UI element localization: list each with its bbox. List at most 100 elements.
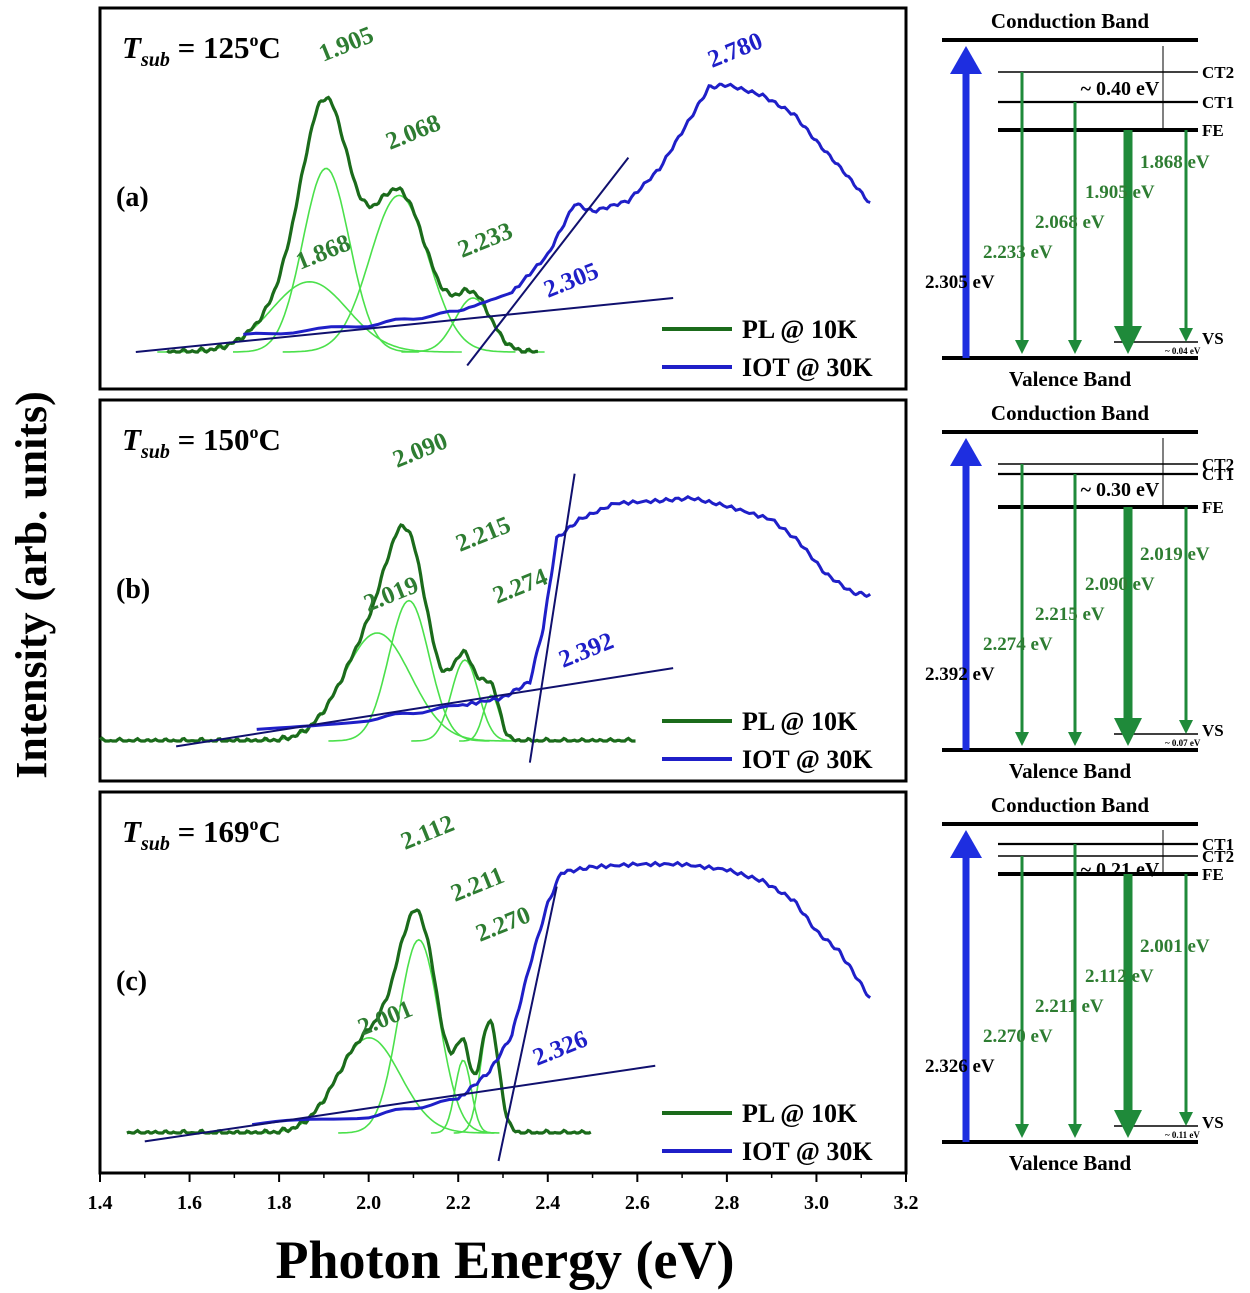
- gap-energy-label: ~ 0.40 eV: [1081, 78, 1160, 100]
- valence-band-label: Valence Band: [1009, 759, 1132, 783]
- substrate-temperature-label: Tsub = 150oC: [122, 422, 281, 463]
- transition-arrow-head-4: [1179, 1112, 1193, 1126]
- legend-iot-label: IOT @ 30K: [742, 745, 873, 774]
- y-axis-label: Intensity (arb. units): [7, 391, 56, 779]
- tsub-deg: o: [250, 814, 259, 834]
- panel-c: Tsub = 169oC(c)2.0012.1122.2112.2702.326…: [98, 790, 908, 1175]
- tsub-eq: = 125: [170, 30, 250, 65]
- gap-energy-label: ~ 0.30 eV: [1081, 479, 1160, 501]
- pl-component-2.068: [282, 194, 516, 353]
- ct2-label: CT2: [1202, 455, 1234, 474]
- valence-band-label: Valence Band: [1009, 1151, 1132, 1175]
- pl-component-2.112: [338, 938, 500, 1134]
- tsub-deg: o: [250, 422, 259, 442]
- pl-component-1.905: [233, 167, 419, 353]
- fe-label: FE: [1202, 865, 1224, 884]
- vs-label: VS: [1202, 1113, 1224, 1132]
- transition-label-1: 2.274 eV: [983, 634, 1053, 655]
- tsub-unit: C: [259, 814, 281, 849]
- transition-label-1: 2.233 eV: [983, 242, 1053, 263]
- fe-label: FE: [1202, 121, 1224, 140]
- tsub-sub: sub: [140, 49, 170, 71]
- pl-component-2.215: [411, 659, 519, 742]
- x-axis-label: Photon Energy (eV): [276, 1230, 735, 1290]
- iot-intercept-label: 2.326: [529, 1025, 591, 1071]
- iot-spectrum-line: [251, 860, 872, 1127]
- transition-arrow-head-2: [1068, 1124, 1082, 1138]
- x-tick-label-1.4: 1.4: [88, 1192, 113, 1214]
- tsub-t: T: [122, 814, 142, 849]
- transition-arrow-head-4: [1179, 328, 1193, 342]
- transition-arrow-head-1: [1015, 340, 1029, 354]
- peak-label-2.068: 2.068: [382, 109, 444, 155]
- x-tick-label-3.2: 3.2: [894, 1192, 919, 1214]
- iot-fit-line-2: [497, 886, 558, 1162]
- transition-arrow-head-3: [1114, 326, 1142, 354]
- peak-label-1.905: 1.905: [315, 21, 377, 67]
- transition-arrow-head-3: [1114, 1110, 1142, 1138]
- transition-label-4: 1.868 eV: [1140, 152, 1210, 173]
- iot-spectrum-line: [256, 494, 872, 731]
- transition-label-4: 2.019 eV: [1140, 544, 1210, 565]
- pl-spectrum-line: [99, 523, 636, 743]
- excitation-energy-label: 2.326 eV: [925, 1056, 995, 1077]
- tsub-t: T: [122, 30, 142, 65]
- panel-label: (b): [116, 574, 150, 605]
- excitation-arrow-head: [950, 830, 982, 858]
- excitation-energy-label: 2.392 eV: [925, 664, 995, 685]
- pl-component-2.274: [459, 694, 522, 742]
- transition-label-4: 2.001 eV: [1140, 936, 1210, 957]
- transition-arrow-head-2: [1068, 340, 1082, 354]
- tsub-sub: sub: [140, 441, 170, 463]
- peak-label-2.274: 2.274: [489, 563, 552, 609]
- transition-arrow-head-1: [1015, 732, 1029, 746]
- transition-label-2: 2.211 eV: [1035, 996, 1104, 1017]
- conduction-band-label: Conduction Band: [991, 401, 1149, 425]
- iot-fit-line-1: [175, 667, 674, 748]
- pl-component-2.211: [430, 1059, 494, 1134]
- ct2-label: CT2: [1202, 847, 1234, 866]
- peak-label-2.233: 2.233: [454, 217, 516, 263]
- transition-label-2: 2.215 eV: [1035, 604, 1105, 625]
- iot-spectrum-line: [243, 82, 871, 336]
- ct1-label: CT1: [1202, 93, 1234, 112]
- valence-band-label: Valence Band: [1009, 367, 1132, 391]
- panel-label: (c): [116, 966, 147, 997]
- legend-iot-label: IOT @ 30K: [742, 1137, 873, 1166]
- x-tick-label-2.2: 2.2: [446, 1192, 471, 1214]
- peak-label-2.215: 2.215: [452, 511, 514, 557]
- peak-label-1.868: 1.868: [292, 229, 354, 275]
- plot-frame: [98, 6, 908, 391]
- legend-pl-label: PL @ 10K: [742, 707, 858, 736]
- peak-label-2.211: 2.211: [447, 862, 508, 908]
- transition-arrow-head-2: [1068, 732, 1082, 746]
- pl-component-1.868: [157, 280, 462, 353]
- x-tick-label-2.8: 2.8: [714, 1192, 739, 1214]
- transition-arrow-head-1: [1015, 1124, 1029, 1138]
- fe-label: FE: [1202, 498, 1224, 517]
- vs-label: VS: [1202, 329, 1224, 348]
- transition-label-3: 1.905 eV: [1085, 182, 1155, 203]
- x-tick-label-2.0: 2.0: [356, 1192, 381, 1214]
- gap-energy-label: ~ 0.21 eV: [1081, 859, 1160, 881]
- vs-label: VS: [1202, 721, 1224, 740]
- legend-pl-label: PL @ 10K: [742, 1099, 858, 1128]
- iot-fit-line-1: [144, 1064, 656, 1143]
- iot-fit-line-1: [135, 297, 674, 353]
- conduction-band-label: Conduction Band: [991, 9, 1149, 33]
- iot-peak-label: 2.780: [704, 27, 766, 73]
- plot-frame: [98, 398, 908, 783]
- transition-label-3: 2.090 eV: [1085, 574, 1155, 595]
- vs-gap-label: ~ 0.04 eV: [1165, 346, 1201, 356]
- iot-fit-line-2: [466, 156, 630, 367]
- transition-arrow-head-4: [1179, 720, 1193, 734]
- transition-arrow-head-3: [1114, 718, 1142, 746]
- legend-iot-label: IOT @ 30K: [742, 353, 873, 382]
- peak-label-2.019: 2.019: [360, 571, 422, 617]
- x-tick-label-3.0: 3.0: [804, 1192, 829, 1214]
- peak-label-2.112: 2.112: [397, 810, 458, 856]
- pl-component-2.019: [242, 632, 512, 742]
